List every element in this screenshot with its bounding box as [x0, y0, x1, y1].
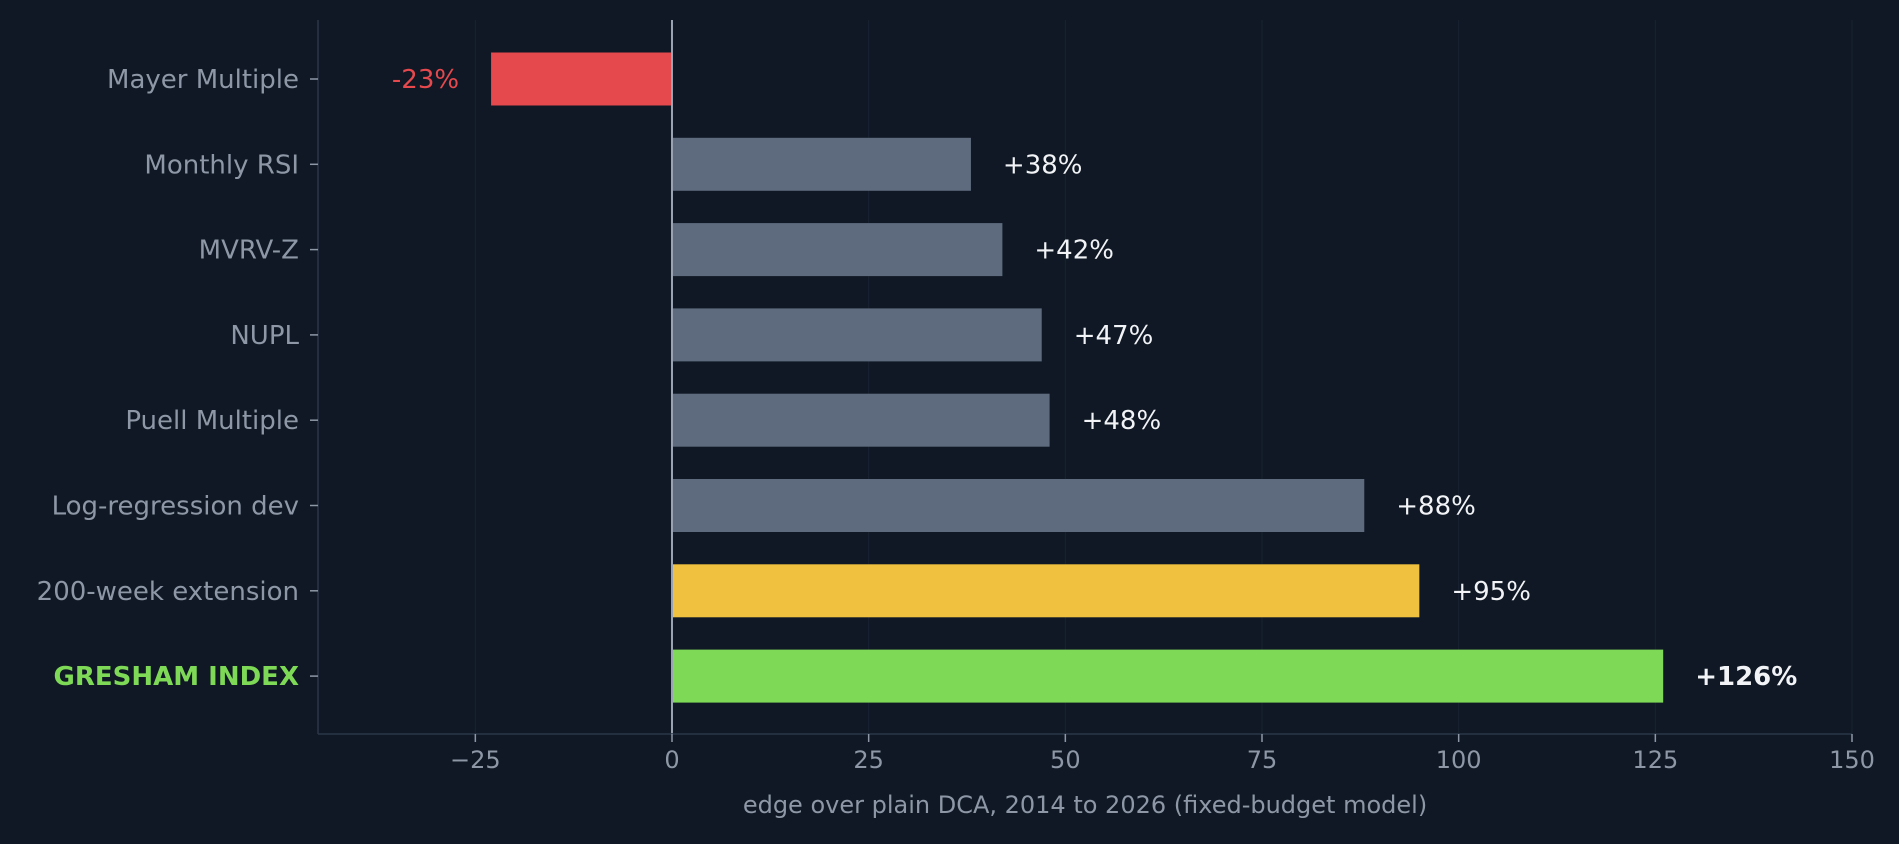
grid-lines [474, 20, 1853, 734]
bar [672, 308, 1042, 362]
axes: −25 0 25 50 75 100 125 150 Mayer Multiple Monthly… [37, 20, 1875, 774]
y-tick-label: GRESHAM INDEX [54, 662, 299, 692]
data-label: -23% [392, 65, 459, 95]
bar [672, 564, 1420, 618]
bars [491, 52, 1664, 703]
y-tick-label: Monthly RSI [144, 150, 299, 180]
x-tick-label: 75 [1247, 746, 1278, 774]
bar [491, 52, 672, 106]
bar [672, 137, 971, 191]
data-label: +48% [1082, 406, 1162, 436]
x-tick-label: 125 [1632, 746, 1678, 774]
data-label: +38% [1003, 150, 1083, 180]
x-axis-label: edge over plain DCA, 2014 to 2026 (fixed… [743, 791, 1427, 819]
data-labels: -23% +38% +42% +47% +48% +88% +95% +126% [392, 65, 1797, 692]
bar [672, 649, 1664, 703]
x-tick-label: 50 [1050, 746, 1081, 774]
x-tick-label: −25 [450, 746, 501, 774]
data-label: +88% [1396, 492, 1476, 522]
x-tick-label: 0 [664, 746, 679, 774]
y-tick-label: 200-week extension [37, 577, 299, 607]
x-tick-label: 25 [853, 746, 884, 774]
y-tick-label: Puell Multiple [125, 406, 299, 436]
y-tick-label: NUPL [230, 321, 299, 351]
data-label: +95% [1451, 577, 1531, 607]
x-tick-label: 150 [1829, 746, 1875, 774]
bar [672, 393, 1050, 447]
data-label: +126% [1695, 662, 1797, 692]
x-tick-label: 100 [1436, 746, 1482, 774]
y-tick-label: Mayer Multiple [107, 65, 299, 95]
bar [672, 223, 1003, 277]
y-tick-label: Log-regression dev [52, 492, 299, 522]
bar [672, 479, 1365, 532]
y-tick-label: MVRV-Z [199, 236, 299, 266]
data-label: +47% [1074, 321, 1154, 351]
data-label: +42% [1034, 236, 1114, 266]
